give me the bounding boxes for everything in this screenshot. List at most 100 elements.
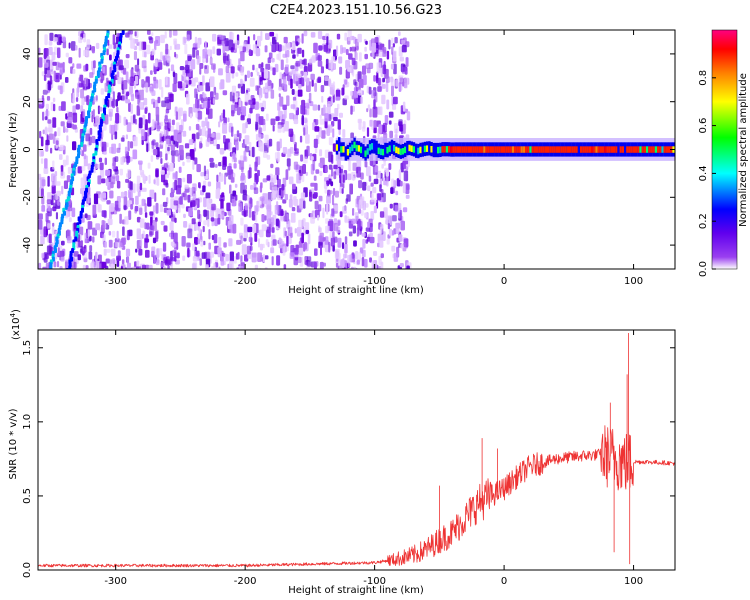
noise-speckle — [48, 192, 51, 198]
noise-speckle — [328, 151, 333, 163]
noise-speckle — [313, 192, 318, 198]
noise-speckle — [264, 134, 269, 146]
noise-speckle — [238, 133, 242, 139]
noise-speckle — [252, 224, 257, 234]
noise-speckle — [100, 79, 104, 84]
noise-speckle — [249, 232, 252, 243]
noise-speckle — [72, 112, 78, 123]
noise-speckle — [222, 156, 227, 167]
noise-speckle — [324, 184, 328, 194]
noise-speckle — [51, 268, 54, 269]
y-tick-label: 0.5 — [22, 488, 33, 504]
noise-speckle — [160, 220, 165, 226]
noise-speckle — [286, 235, 289, 247]
noise-speckle — [111, 143, 116, 154]
noise-speckle — [120, 137, 125, 142]
signal-core-cell — [626, 146, 629, 153]
noise-speckle — [312, 160, 316, 171]
noise-speckle — [373, 126, 377, 134]
noise-speckle — [386, 175, 389, 187]
x-tick-label: 0 — [501, 576, 507, 587]
noise-speckle — [313, 138, 318, 148]
noise-speckle — [92, 204, 97, 216]
noise-speckle — [120, 191, 125, 199]
noise-speckle — [275, 42, 279, 52]
noise-speckle — [92, 236, 95, 243]
noise-speckle — [258, 238, 260, 248]
noise-speckle — [139, 218, 145, 228]
noise-speckle — [136, 216, 141, 223]
noise-speckle — [265, 239, 269, 246]
signal-core-cell — [648, 146, 651, 153]
noise-speckle — [387, 223, 390, 230]
noise-speckle — [288, 198, 293, 208]
noise-speckle — [319, 171, 323, 176]
noise-speckle — [174, 51, 177, 58]
noise-speckle — [139, 182, 143, 191]
noise-speckle — [111, 133, 114, 141]
noise-speckle — [297, 47, 302, 54]
signal-core-cell — [509, 146, 512, 153]
noise-speckle — [183, 37, 187, 44]
noise-speckle — [307, 233, 311, 245]
noise-speckle — [260, 107, 265, 112]
noise-speckle — [47, 127, 52, 132]
noise-speckle — [126, 256, 129, 264]
noise-speckle — [330, 181, 334, 187]
noise-speckle — [105, 178, 109, 186]
noise-speckle — [141, 60, 147, 69]
noise-speckle — [369, 119, 373, 127]
signal-core-cell — [456, 146, 460, 153]
noise-speckle — [169, 256, 175, 262]
noise-speckle — [260, 67, 265, 73]
noise-speckle — [204, 65, 209, 74]
noise-speckle — [215, 163, 218, 168]
noise-speckle — [243, 232, 248, 239]
noise-speckle — [303, 58, 307, 66]
noise-speckle — [145, 234, 149, 239]
noise-speckle — [367, 185, 371, 192]
noise-speckle — [284, 193, 288, 201]
noise-speckle — [124, 267, 127, 269]
noise-speckle — [352, 176, 355, 181]
noise-speckle — [370, 182, 374, 187]
noise-speckle — [186, 242, 191, 248]
noise-speckle — [211, 203, 216, 211]
noise-speckle — [53, 202, 56, 208]
noise-speckle — [291, 89, 295, 95]
noise-speckle — [105, 258, 110, 264]
noise-speckle — [328, 59, 334, 70]
colorbar-tick-label: 0.4 — [698, 165, 709, 181]
colorbar: 0.0 0.2 0.4 0.6 0.8 Normalized spectral ampl… — [698, 29, 749, 277]
signal-core-cell — [531, 146, 534, 153]
noise-speckle — [206, 210, 210, 221]
noise-speckle — [353, 79, 357, 86]
noise-speckle — [150, 155, 154, 162]
noise-speckle — [280, 208, 284, 216]
signal-core-cell — [382, 148, 385, 156]
noise-speckle — [55, 212, 58, 220]
noise-speckle — [218, 162, 222, 167]
noise-speckle — [182, 255, 186, 261]
noise-speckle — [87, 229, 90, 238]
noise-speckle — [238, 58, 241, 68]
noise-speckle — [196, 99, 199, 109]
noise-speckle — [125, 134, 128, 140]
noise-speckle — [159, 133, 162, 144]
noise-speckle — [272, 214, 277, 225]
signal-core-cell — [527, 146, 530, 153]
noise-speckle — [226, 202, 231, 212]
noise-speckle — [332, 245, 335, 252]
noise-speckle — [344, 243, 348, 254]
noise-speckle — [217, 187, 220, 197]
noise-speckle — [216, 181, 221, 190]
noise-speckle — [218, 266, 221, 269]
noise-speckle — [318, 195, 323, 202]
noise-speckle — [65, 128, 69, 133]
signal-core-cell — [635, 146, 638, 153]
noise-speckle — [193, 147, 197, 152]
noise-speckle — [108, 231, 112, 236]
noise-speckle — [339, 66, 343, 75]
noise-speckle — [65, 155, 69, 166]
noise-speckle — [229, 215, 234, 225]
